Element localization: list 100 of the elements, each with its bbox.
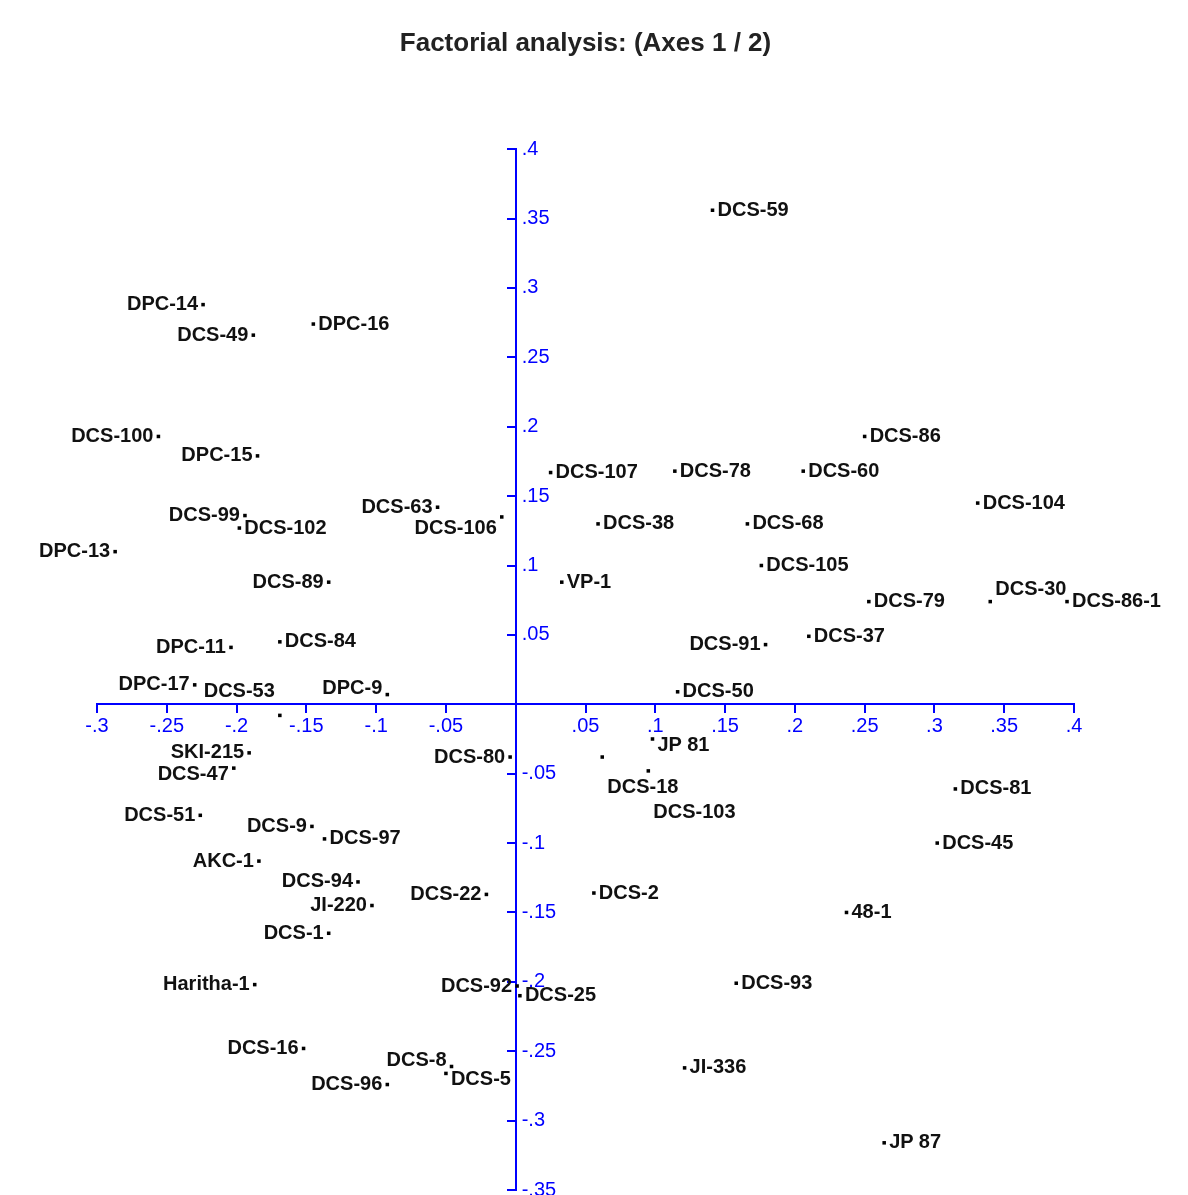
annotation: DPC-17 xyxy=(118,672,190,695)
point xyxy=(201,302,205,307)
annotation: DCS-86-1 xyxy=(1072,589,1161,612)
y-tick-label: .15 xyxy=(521,483,550,506)
annotation: DCS-1 xyxy=(263,920,324,943)
annotation: DCS-80 xyxy=(434,744,506,767)
y-tick-label: .25 xyxy=(521,344,550,367)
annotation: DCS-38 xyxy=(603,511,675,534)
point xyxy=(518,993,522,998)
point xyxy=(278,640,282,644)
point xyxy=(326,580,331,584)
annotation: Haritha-1 xyxy=(163,972,250,995)
annotation: DCS-53 xyxy=(203,678,275,701)
x-tick-label: .25 xyxy=(850,713,879,736)
annotation: DCS-78 xyxy=(679,458,751,481)
annotation: DCS-102 xyxy=(244,515,327,538)
point xyxy=(650,737,655,741)
x-tick-label: -.05 xyxy=(428,713,464,736)
point xyxy=(247,751,251,755)
point xyxy=(515,984,519,988)
annotation: DCS-30 xyxy=(995,577,1067,600)
point xyxy=(508,755,512,759)
annotation: DPC-14 xyxy=(126,292,199,315)
point xyxy=(975,501,980,505)
x-tick-label: .35 xyxy=(990,713,1019,736)
annotation: DCS-92 xyxy=(440,973,513,996)
annotation: DPC-15 xyxy=(181,443,253,466)
annotation: DCS-100 xyxy=(71,423,154,446)
point xyxy=(935,841,939,845)
annotation: DPC-11 xyxy=(155,634,226,657)
annotation: AKC-1 xyxy=(192,848,254,871)
point xyxy=(322,837,327,841)
annotation: DCS-18 xyxy=(607,774,679,797)
annotation: DCS-63 xyxy=(361,494,433,517)
annotation: DCS-59 xyxy=(717,197,789,220)
x-tick-label: -.25 xyxy=(149,713,185,736)
annotation: DCS-105 xyxy=(766,553,849,576)
annotation: DCS-91 xyxy=(689,632,761,655)
x-tick-label: .3 xyxy=(926,713,943,736)
annotation: DPC-16 xyxy=(318,311,390,334)
annotation: DCS-8 xyxy=(386,1048,447,1071)
point xyxy=(675,690,680,694)
point xyxy=(255,454,260,458)
annotation: DCS-68 xyxy=(752,511,824,534)
annotation: DCS-47 xyxy=(157,761,229,784)
y-tick-label: .3 xyxy=(521,275,539,298)
y-tick-label: .2 xyxy=(521,414,539,437)
annotation: DCS-97 xyxy=(329,826,401,849)
annotation: DPC-13 xyxy=(39,539,111,562)
point xyxy=(953,787,958,791)
point xyxy=(229,645,233,650)
annotation: DCS-49 xyxy=(177,322,249,345)
annotation: DCS-37 xyxy=(813,623,885,646)
x-tick-label: .15 xyxy=(711,713,739,736)
point xyxy=(310,824,314,829)
annotation: DCS-99 xyxy=(168,503,240,526)
annotation: DCS-45 xyxy=(942,830,1014,853)
annotation: DCS-5 xyxy=(450,1066,511,1089)
point xyxy=(113,549,117,554)
point xyxy=(988,599,993,604)
chart-title: Factorial analysis: (Axes 1 / 2) xyxy=(399,26,772,57)
annotation: DCS-103 xyxy=(653,800,736,823)
y-tick-label: .4 xyxy=(521,136,539,159)
annotation: SKI-215 xyxy=(170,740,245,763)
annotation: JI-220 xyxy=(310,893,367,916)
point xyxy=(710,208,715,213)
annotation: DCS-94 xyxy=(281,869,354,892)
point xyxy=(560,580,564,584)
point xyxy=(311,322,316,326)
point xyxy=(600,755,605,759)
annotation: DCS-104 xyxy=(982,490,1066,513)
x-tick-label: -.1 xyxy=(364,713,388,736)
point xyxy=(745,522,750,526)
annotation: DCS-106 xyxy=(414,516,497,539)
point xyxy=(596,522,600,526)
annotation: VP-1 xyxy=(566,569,612,592)
annotation: DCS-60 xyxy=(808,458,880,481)
point xyxy=(257,859,261,863)
point xyxy=(243,513,247,518)
y-tick-label: .05 xyxy=(521,622,550,645)
point xyxy=(801,469,805,473)
point xyxy=(592,891,596,895)
x-tick-label: -.2 xyxy=(224,713,249,736)
point xyxy=(444,1071,448,1076)
annotation: DCS-22 xyxy=(410,881,482,904)
y-tick-label: -.3 xyxy=(521,1108,546,1131)
annotation: DCS-51 xyxy=(124,802,196,825)
annotation: JP 87 xyxy=(889,1130,942,1153)
point xyxy=(435,505,440,509)
point xyxy=(734,981,739,985)
point xyxy=(646,769,651,773)
annotation: DCS-81 xyxy=(960,776,1032,799)
y-tick-label: .35 xyxy=(521,206,550,229)
annotation: DCS-50 xyxy=(682,679,754,702)
point xyxy=(370,903,374,908)
annotation: DPC-9 xyxy=(322,676,383,699)
y-tick-label: -.25 xyxy=(521,1038,557,1061)
point xyxy=(232,766,236,770)
x-tick-label: .4 xyxy=(1065,713,1083,736)
point xyxy=(673,469,677,473)
